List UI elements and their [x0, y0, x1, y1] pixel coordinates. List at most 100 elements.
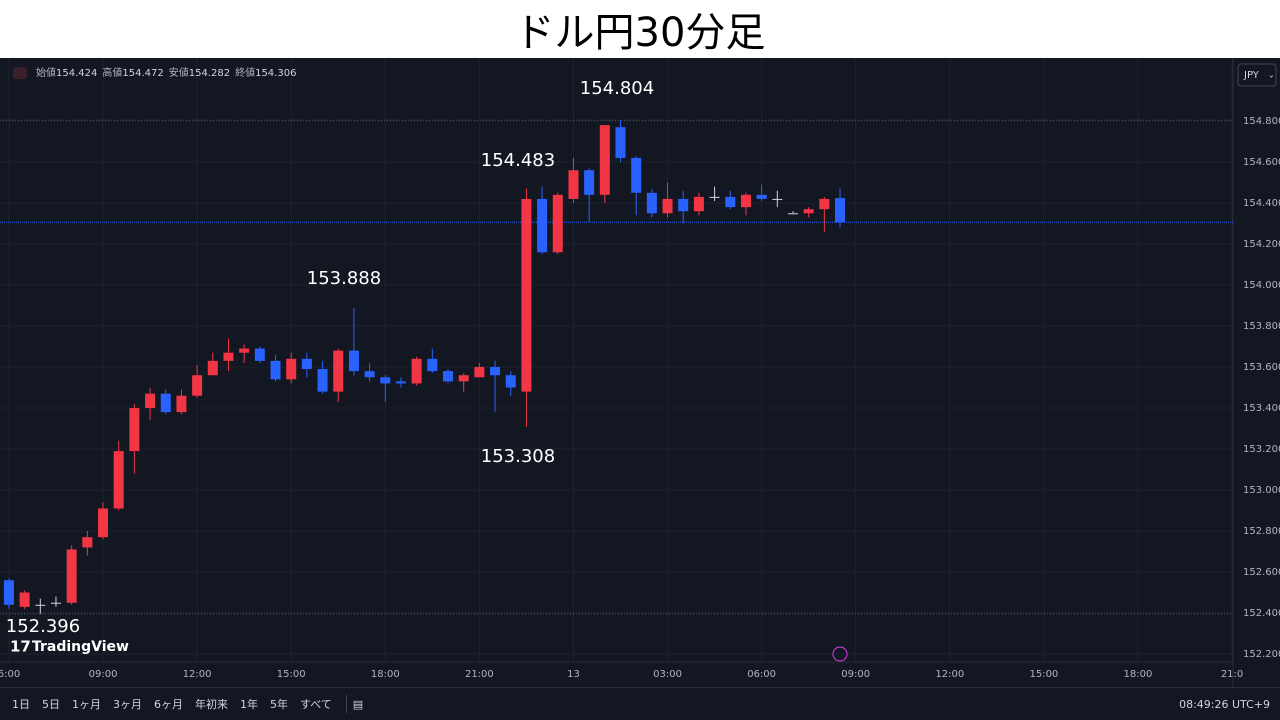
- event-icon[interactable]: [832, 646, 848, 662]
- candle-body: [646, 192, 657, 214]
- x-tick-label: 09:00: [89, 669, 118, 680]
- chart-background: [0, 58, 1280, 687]
- candle-body: [207, 360, 218, 376]
- y-tick-label: 153.800: [1243, 321, 1280, 332]
- annotation: 154.483: [481, 150, 555, 171]
- x-tick-label: 03:00: [653, 669, 682, 680]
- toolbar: 1日 5日 1ヶ月 3ヶ月 6ヶ月 年初来 1年 5年 すべて ▤ 08:49:26 UTC+9: [0, 687, 1280, 720]
- range-button[interactable]: 1年: [240, 698, 258, 711]
- candle-body: [82, 537, 93, 548]
- candle-body: [662, 198, 673, 214]
- candle-body: [192, 375, 203, 396]
- candle-body: [411, 358, 422, 384]
- annotation: 154.804: [580, 78, 654, 99]
- x-tick-label: 21:0: [1221, 669, 1243, 680]
- candle-body: [725, 196, 736, 208]
- candle-body: [3, 580, 14, 605]
- separator: [345, 695, 347, 713]
- candle-body: [35, 604, 46, 606]
- ohlc-label: 高値: [102, 66, 122, 79]
- menu-icon[interactable]: [13, 67, 27, 79]
- y-tick-label: 153.000: [1243, 485, 1280, 496]
- candle-body: [98, 508, 109, 538]
- candle-body: [239, 348, 250, 353]
- dropdown-arrow: ⌄: [1268, 71, 1275, 80]
- candle-body: [740, 194, 751, 208]
- ohlc-header: 始値154.424 高値154.472 安値154.282 終値154.306: [36, 66, 296, 79]
- candle-body: [145, 393, 156, 409]
- date-picker[interactable]: ▤: [352, 697, 364, 711]
- candle-body: [427, 358, 438, 372]
- x-tick-label: 12:00: [935, 669, 964, 680]
- candle-body: [693, 196, 704, 212]
- candle-body: [772, 198, 783, 200]
- candle-body: [443, 371, 454, 382]
- annotation: 153.888: [307, 268, 381, 289]
- candle-body: [568, 170, 579, 199]
- range-button[interactable]: 5年: [270, 698, 288, 711]
- candle-body: [317, 369, 328, 392]
- y-tick-label: 154.800: [1243, 116, 1280, 127]
- candle-body: [364, 371, 375, 378]
- candle-body: [803, 209, 814, 214]
- chart-title: ドル円30分足: [514, 10, 766, 56]
- ohlc-label: 終値: [235, 66, 255, 79]
- range-button[interactable]: 6ヶ月: [154, 698, 183, 711]
- candle-body: [505, 375, 516, 388]
- candle-body: [333, 350, 344, 392]
- y-tick-label: 154.200: [1243, 239, 1280, 250]
- brand: TradingView: [32, 639, 129, 655]
- x-tick-label: 12:00: [183, 669, 212, 680]
- logo-mark: 17: [10, 638, 31, 656]
- candle-body: [756, 194, 767, 199]
- candle-body: [678, 198, 689, 212]
- candle-body: [521, 198, 532, 392]
- y-tick-label: 152.400: [1243, 608, 1280, 619]
- candle-body: [254, 348, 265, 361]
- range-button[interactable]: 年初来: [195, 698, 228, 711]
- annotation: 152.396: [6, 616, 80, 637]
- range-button[interactable]: 5日: [42, 698, 60, 711]
- candle-body: [19, 592, 30, 607]
- x-tick-label: 21:00: [465, 669, 494, 680]
- clock: 08:49:26 UTC+9: [1179, 697, 1270, 711]
- candle-body: [584, 170, 595, 195]
- x-tick-label: 18:00: [371, 669, 400, 680]
- ohlc-value: 154.282: [189, 68, 230, 79]
- candle-body: [160, 393, 171, 413]
- candle-body: [615, 127, 626, 158]
- x-tick-label: 06:00: [747, 669, 776, 680]
- x-tick-label: 15:00: [277, 669, 306, 680]
- currency-box[interactable]: [1237, 63, 1277, 87]
- ohlc-label: 始値: [36, 66, 56, 79]
- candle-body: [129, 408, 140, 452]
- range-button[interactable]: すべて: [300, 698, 332, 711]
- candle-body: [395, 381, 406, 384]
- x-tick-label: 15:00: [1029, 669, 1058, 680]
- candle-body: [66, 549, 77, 603]
- candle-body: [599, 125, 610, 195]
- range-button[interactable]: 1ヶ月: [72, 698, 101, 711]
- candle-body: [380, 377, 391, 384]
- candle-body: [348, 350, 359, 372]
- candle-body: [113, 451, 124, 509]
- y-tick-label: 153.200: [1243, 444, 1280, 455]
- candle-body: [490, 367, 501, 376]
- ohlc-value: 154.424: [56, 68, 97, 79]
- candle-body: [286, 358, 297, 380]
- candle-body: [835, 198, 846, 223]
- range-button[interactable]: 1日: [12, 698, 30, 711]
- candle-body: [301, 358, 312, 370]
- candle-body: [270, 360, 281, 380]
- y-tick-label: 153.400: [1243, 403, 1280, 414]
- ohlc-value: 154.472: [122, 68, 163, 79]
- chart: JPY ⌄ 17 TradingView 152.200 152.400 152.6…: [0, 58, 1280, 687]
- candle-body: [631, 157, 642, 193]
- y-tick-label: 154.600: [1243, 157, 1280, 168]
- candle-body: [552, 194, 563, 253]
- range-buttons: 1日 5日 1ヶ月 3ヶ月 6ヶ月 年初来 1年 5年 すべて: [0, 696, 338, 712]
- candle-body: [709, 196, 720, 198]
- range-button[interactable]: 3ヶ月: [113, 698, 142, 711]
- candle-body: [819, 198, 830, 210]
